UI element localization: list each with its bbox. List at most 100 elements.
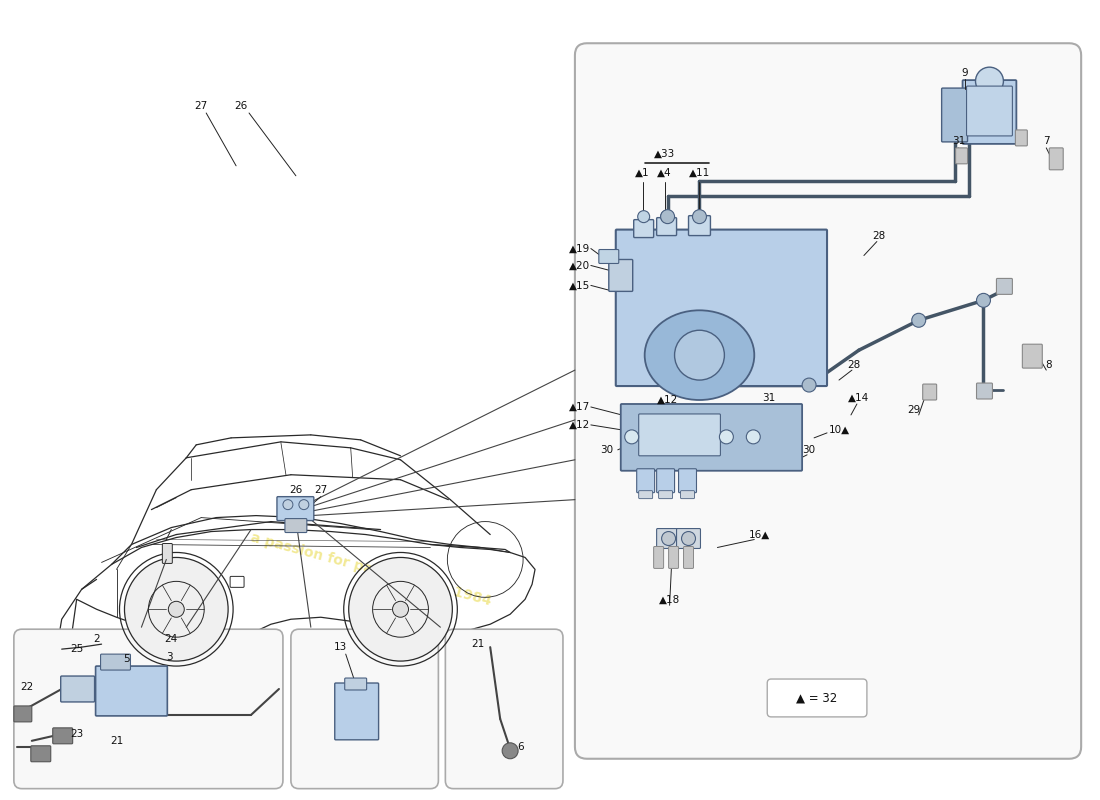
- Text: 21: 21: [472, 639, 485, 649]
- FancyBboxPatch shape: [639, 490, 652, 498]
- FancyBboxPatch shape: [53, 728, 73, 744]
- FancyBboxPatch shape: [2, 2, 1098, 39]
- Text: ▲15: ▲15: [569, 280, 590, 290]
- Circle shape: [638, 210, 650, 222]
- Text: 26: 26: [234, 101, 248, 111]
- Text: ▲1: ▲1: [636, 168, 650, 178]
- FancyBboxPatch shape: [31, 746, 51, 762]
- Circle shape: [661, 210, 672, 222]
- Text: ▲12: ▲12: [657, 395, 679, 405]
- FancyBboxPatch shape: [1049, 148, 1064, 170]
- FancyBboxPatch shape: [96, 666, 167, 716]
- Text: 21: 21: [110, 736, 123, 746]
- Text: 28: 28: [872, 230, 886, 241]
- Circle shape: [912, 314, 926, 327]
- FancyBboxPatch shape: [653, 546, 663, 569]
- FancyBboxPatch shape: [620, 404, 802, 470]
- FancyBboxPatch shape: [637, 469, 654, 493]
- Text: ▲14: ▲14: [848, 393, 869, 403]
- Circle shape: [719, 430, 734, 444]
- Circle shape: [682, 531, 695, 546]
- FancyBboxPatch shape: [1022, 344, 1043, 368]
- FancyBboxPatch shape: [230, 576, 244, 587]
- FancyBboxPatch shape: [60, 676, 95, 702]
- FancyBboxPatch shape: [657, 529, 681, 549]
- Text: ▲12: ▲12: [569, 420, 590, 430]
- Text: a passion for parts source 1984: a passion for parts source 1984: [249, 530, 493, 608]
- Text: 27: 27: [195, 101, 208, 111]
- FancyBboxPatch shape: [657, 218, 676, 235]
- FancyBboxPatch shape: [14, 706, 32, 722]
- Text: 31: 31: [952, 136, 965, 146]
- Circle shape: [393, 602, 408, 618]
- Text: 27: 27: [315, 485, 328, 494]
- FancyBboxPatch shape: [163, 543, 173, 563]
- FancyBboxPatch shape: [657, 469, 674, 493]
- FancyBboxPatch shape: [669, 546, 679, 569]
- FancyBboxPatch shape: [639, 414, 720, 456]
- Circle shape: [802, 378, 816, 392]
- Text: ▲ = 32: ▲ = 32: [796, 691, 838, 705]
- Text: 9: 9: [961, 68, 968, 78]
- Text: ▲4: ▲4: [658, 168, 672, 178]
- FancyBboxPatch shape: [1015, 130, 1027, 146]
- Text: 28: 28: [847, 360, 860, 370]
- Circle shape: [661, 531, 675, 546]
- Text: GS: GS: [938, 87, 1078, 175]
- Text: 30: 30: [601, 445, 614, 455]
- Text: 22: 22: [20, 682, 33, 692]
- Text: 24: 24: [165, 634, 178, 644]
- Circle shape: [693, 210, 705, 222]
- Circle shape: [977, 294, 990, 307]
- Text: 7: 7: [1043, 136, 1049, 146]
- FancyBboxPatch shape: [689, 216, 711, 235]
- FancyBboxPatch shape: [634, 220, 653, 238]
- FancyBboxPatch shape: [14, 630, 283, 789]
- Text: 29: 29: [908, 405, 921, 415]
- Text: ▲19: ▲19: [569, 243, 590, 254]
- Circle shape: [283, 500, 293, 510]
- FancyBboxPatch shape: [575, 43, 1081, 758]
- Text: ▲17: ▲17: [569, 402, 590, 412]
- FancyBboxPatch shape: [942, 88, 968, 142]
- Circle shape: [693, 210, 706, 224]
- FancyBboxPatch shape: [967, 86, 1012, 136]
- FancyBboxPatch shape: [659, 490, 672, 498]
- Circle shape: [503, 743, 518, 758]
- Circle shape: [299, 500, 309, 510]
- Text: 13: 13: [334, 642, 348, 652]
- Ellipse shape: [645, 310, 755, 400]
- FancyBboxPatch shape: [683, 546, 693, 569]
- FancyBboxPatch shape: [997, 278, 1012, 294]
- FancyBboxPatch shape: [446, 630, 563, 789]
- FancyBboxPatch shape: [285, 518, 307, 533]
- Text: 26: 26: [289, 485, 302, 494]
- FancyBboxPatch shape: [344, 678, 366, 690]
- Text: 23: 23: [70, 729, 84, 739]
- Text: 30: 30: [803, 445, 816, 455]
- FancyBboxPatch shape: [681, 490, 694, 498]
- Circle shape: [976, 67, 1003, 95]
- Text: ▲11: ▲11: [689, 168, 711, 178]
- FancyBboxPatch shape: [608, 259, 632, 291]
- Circle shape: [124, 558, 228, 661]
- FancyBboxPatch shape: [334, 683, 378, 740]
- Text: 8: 8: [1045, 360, 1052, 370]
- FancyBboxPatch shape: [290, 630, 439, 789]
- FancyBboxPatch shape: [956, 148, 968, 164]
- FancyBboxPatch shape: [676, 529, 701, 549]
- Text: 6: 6: [517, 742, 524, 752]
- FancyBboxPatch shape: [616, 230, 827, 386]
- FancyBboxPatch shape: [923, 384, 937, 400]
- FancyBboxPatch shape: [962, 80, 1016, 144]
- Text: ▲33: ▲33: [654, 149, 675, 159]
- Circle shape: [349, 558, 452, 661]
- FancyBboxPatch shape: [277, 497, 313, 521]
- Circle shape: [625, 430, 639, 444]
- Text: 31: 31: [762, 393, 776, 403]
- FancyBboxPatch shape: [598, 250, 619, 263]
- Text: 5: 5: [123, 654, 130, 664]
- Text: 25: 25: [70, 644, 84, 654]
- Text: ▲20: ▲20: [569, 261, 590, 270]
- FancyBboxPatch shape: [100, 654, 131, 670]
